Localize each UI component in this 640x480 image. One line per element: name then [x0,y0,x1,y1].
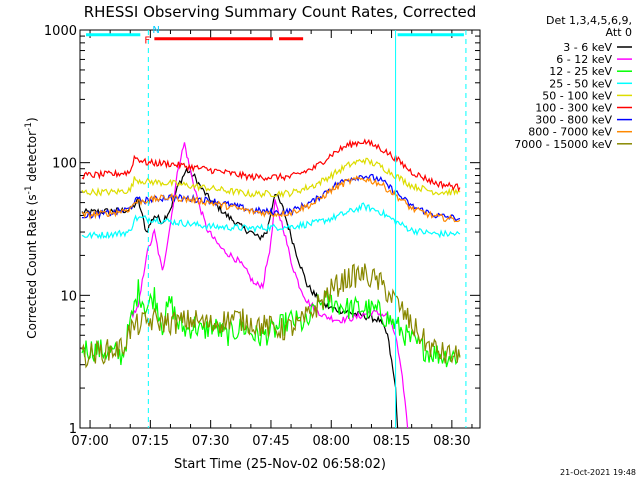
plot-area [79,29,481,429]
series-group [81,138,461,429]
legend-label: 12 - 25 keV [549,65,612,78]
legend-label: 25 - 50 keV [549,77,612,90]
y-axis-label-main: Corrected Count Rate (s [25,194,39,338]
y-axis-label-sup2: -1 [24,122,34,131]
x-axis-label: Start Time (25-Nov-02 06:58:02) [174,457,386,472]
series-line-4 [81,157,461,199]
legend-label: 100 - 300 keV [535,102,612,115]
y-axis-label-sup1: -1 [24,185,34,194]
series-line-6 [81,173,461,222]
legend-label: 3 - 6 keV [563,41,612,54]
x-tick-label: 07:00 [71,434,108,449]
x-tick-label: 08:30 [433,434,470,449]
y-tick-label: 1000 [44,24,77,39]
x-tick-label: 08:00 [313,434,350,449]
legend-header-line-1: Det 1,3,4,5,6,9, [546,14,632,27]
series-line-1 [130,142,409,429]
series-line-8 [81,263,461,369]
night-label: N [152,25,159,36]
series-line-2 [81,279,461,368]
series-line-5 [81,138,461,192]
x-tick-label: 07:45 [252,434,289,449]
y-axis-label: Corrected Count Rate (s-1 detector-1) [24,117,39,338]
x-tick-label: 07:30 [192,434,229,449]
legend-label: 50 - 100 keV [542,89,612,102]
y-axis-label-end: ) [25,117,39,122]
y-tick-label: 100 [52,157,77,172]
series-line-7 [81,175,461,223]
axis-ticks: 07:00 07:15 07:30 07:45 08:00 08:15 08:30 1 10 10… [44,24,480,449]
legend-label: 6 - 12 keV [556,53,612,66]
legend-header-line-2: Att 0 [606,26,632,39]
legend-label: 800 - 7000 keV [528,126,612,139]
plot-frame [79,29,481,429]
y-tick-label: 10 [60,289,77,304]
chart-title: RHESSI Observing Summary Count Rates, Co… [84,3,477,21]
legend-label: 300 - 800 keV [535,114,612,127]
series-line-3 [81,202,461,240]
flare-label: F [144,36,150,47]
y-tick-label: 1 [69,422,77,437]
legend-label: 7000 - 15000 keV [514,138,612,151]
x-tick-label: 08:15 [373,434,410,449]
y-axis-label-mid: detector [25,131,39,186]
x-tick-label: 07:15 [132,434,169,449]
footer-timestamp: 21-Oct-2021 19:48 [560,468,636,477]
annotations: FN [86,25,467,428]
